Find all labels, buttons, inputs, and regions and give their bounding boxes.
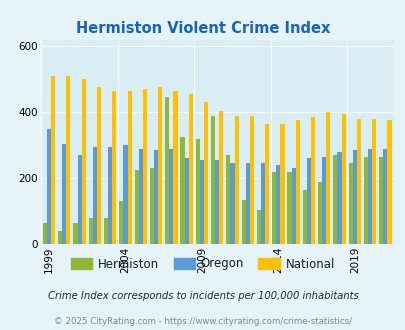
Bar: [81, 79, 85, 244]
Bar: [230, 163, 234, 244]
Bar: [295, 120, 299, 244]
Bar: [158, 87, 162, 244]
Bar: [302, 190, 306, 244]
Bar: [143, 89, 147, 244]
Bar: [127, 91, 131, 244]
Bar: [352, 150, 356, 244]
Text: © 2025 CityRating.com - https://www.cityrating.com/crime-statistics/: © 2025 CityRating.com - https://www.city…: [54, 317, 351, 326]
Bar: [66, 76, 70, 244]
Bar: [356, 119, 360, 244]
Bar: [306, 158, 310, 244]
Bar: [97, 87, 101, 244]
Bar: [173, 91, 177, 244]
Bar: [219, 111, 223, 244]
Bar: [108, 147, 112, 244]
Bar: [203, 102, 208, 244]
Bar: [47, 129, 51, 244]
Bar: [271, 172, 276, 244]
Bar: [93, 147, 97, 244]
Bar: [73, 223, 77, 244]
Bar: [322, 157, 326, 244]
Bar: [310, 117, 314, 244]
Bar: [234, 115, 238, 244]
Bar: [245, 163, 249, 244]
Bar: [51, 76, 55, 244]
Bar: [211, 115, 215, 244]
Bar: [341, 114, 345, 244]
Bar: [215, 160, 219, 244]
Bar: [77, 155, 81, 244]
Bar: [104, 218, 108, 244]
Bar: [363, 157, 367, 244]
Bar: [226, 155, 230, 244]
Bar: [123, 145, 127, 244]
Bar: [153, 150, 158, 244]
Bar: [386, 120, 391, 244]
Text: Hermiston Violent Crime Index: Hermiston Violent Crime Index: [76, 21, 329, 36]
Bar: [165, 97, 169, 244]
Bar: [326, 112, 330, 244]
Bar: [180, 137, 184, 244]
Bar: [199, 160, 203, 244]
Bar: [264, 124, 269, 244]
Bar: [371, 119, 375, 244]
Bar: [43, 223, 47, 244]
Bar: [378, 157, 382, 244]
Bar: [112, 91, 116, 244]
Bar: [62, 144, 66, 244]
Bar: [317, 182, 322, 244]
Bar: [256, 210, 260, 244]
Bar: [333, 155, 337, 244]
Bar: [119, 201, 123, 244]
Legend: Hermiston, Oregon, National: Hermiston, Oregon, National: [66, 253, 339, 275]
Bar: [280, 124, 284, 244]
Bar: [260, 163, 264, 244]
Bar: [134, 170, 139, 244]
Bar: [188, 94, 192, 244]
Bar: [58, 231, 62, 244]
Bar: [249, 115, 254, 244]
Bar: [169, 148, 173, 244]
Bar: [287, 172, 291, 244]
Bar: [149, 168, 153, 244]
Bar: [291, 168, 295, 244]
Bar: [139, 148, 143, 244]
Bar: [195, 139, 199, 244]
Text: Crime Index corresponds to incidents per 100,000 inhabitants: Crime Index corresponds to incidents per…: [47, 291, 358, 301]
Bar: [276, 165, 280, 244]
Bar: [348, 163, 352, 244]
Bar: [184, 158, 188, 244]
Bar: [367, 148, 371, 244]
Bar: [241, 200, 245, 244]
Bar: [382, 148, 386, 244]
Bar: [337, 152, 341, 244]
Bar: [88, 218, 93, 244]
